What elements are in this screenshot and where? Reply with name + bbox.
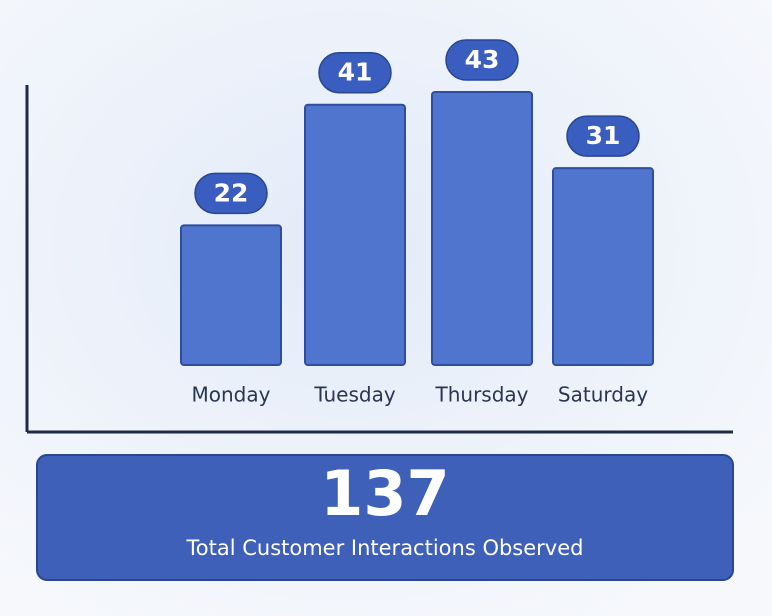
x-tick-label: Monday	[192, 383, 271, 407]
value-label: 22	[214, 178, 249, 207]
value-label: 43	[465, 45, 500, 74]
x-tick-label: Thursday	[435, 383, 529, 407]
bar	[304, 103, 406, 367]
summary-box	[36, 454, 734, 581]
x-tick-label: Saturday	[558, 383, 648, 407]
value-label: 31	[586, 121, 621, 150]
bar	[180, 224, 282, 366]
summary-value: 137	[320, 457, 449, 530]
value-pill	[445, 39, 519, 81]
summary-label: Total Customer Interactions Observed	[186, 536, 584, 560]
value-label: 41	[338, 58, 373, 87]
value-pill	[318, 51, 392, 94]
value-pill	[194, 172, 268, 215]
bar	[552, 167, 654, 366]
x-tick-label: Tuesday	[313, 383, 396, 407]
bar	[431, 91, 533, 366]
value-pill	[566, 115, 640, 157]
